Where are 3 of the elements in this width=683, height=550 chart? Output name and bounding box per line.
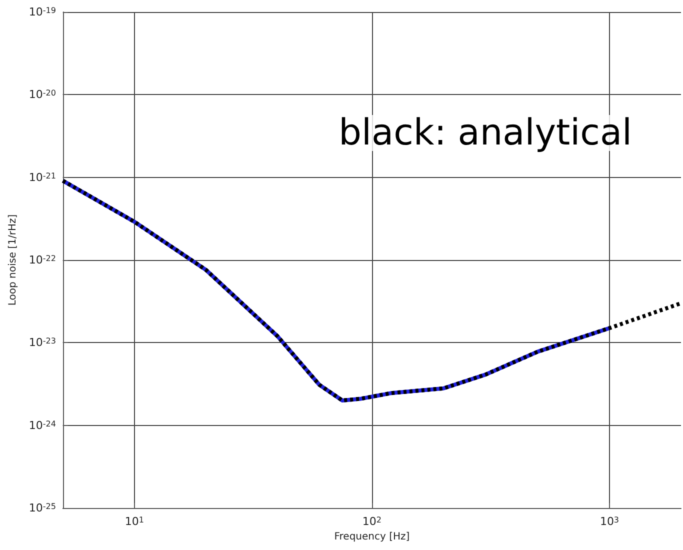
y-axis-title: Loop noise [1/rHz]	[8, 214, 18, 306]
annotation: black: analytical	[338, 112, 632, 154]
x-axis-title: Frequency [Hz]	[334, 531, 410, 542]
